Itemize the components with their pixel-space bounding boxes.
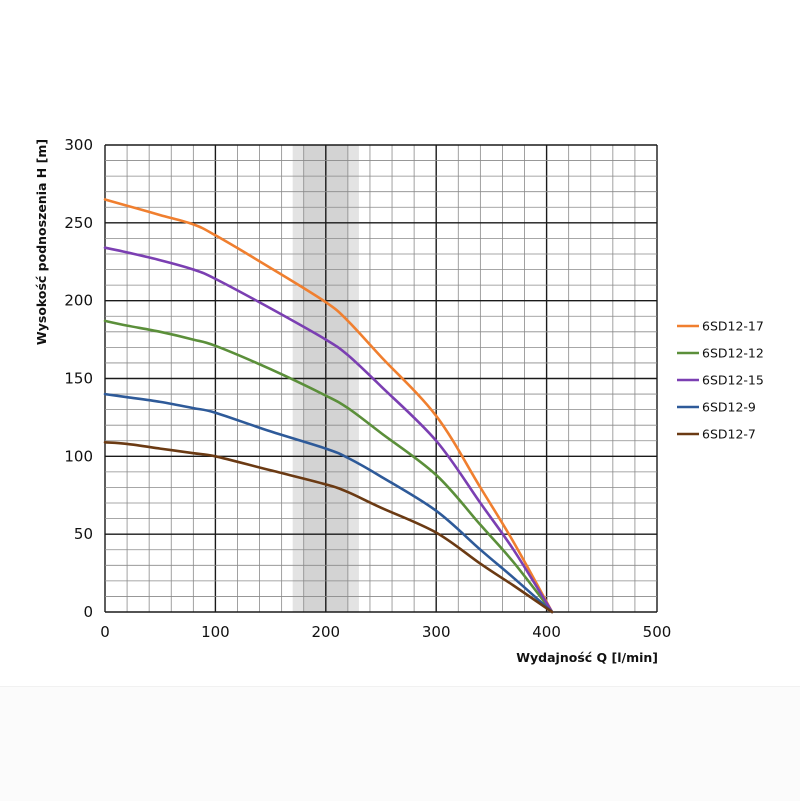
x-tick-label: 500: [643, 623, 672, 641]
y-tick-label: 200: [64, 292, 93, 310]
y-axis-label: Wysokość podnoszenia H [m]: [34, 139, 49, 345]
y-tick-label: 300: [64, 136, 93, 154]
x-tick-label: 100: [201, 623, 230, 641]
series-line-6sd12-7: [103, 441, 554, 614]
x-tick-label: 0: [100, 623, 110, 641]
y-tick-label: 50: [74, 525, 93, 543]
legend-label: 6SD12-9: [702, 400, 756, 415]
y-tick-label: 100: [64, 447, 93, 465]
x-tick-label: 200: [311, 623, 340, 641]
y-tick-label: 0: [83, 603, 93, 621]
series-line-6sd12-17: [103, 198, 554, 614]
legend-label: 6SD12-17: [702, 319, 764, 334]
legend: 6SD12-17 6SD12-12 6SD12-15 6SD12-9 6SD12-7: [677, 319, 764, 442]
series-line-6sd12-15: [103, 246, 554, 614]
series-lines: [103, 198, 554, 614]
grid: [104, 144, 658, 613]
x-tick-label: 300: [422, 623, 451, 641]
legend-label: 6SD12-15: [702, 373, 764, 388]
series-line-6sd12-9: [103, 392, 554, 614]
legend-label: 6SD12-7: [702, 427, 756, 442]
tick-labels: 0 100 200 300 400 500 0 50 100 150 200 250 300: [64, 136, 671, 641]
x-tick-label: 400: [532, 623, 561, 641]
legend-label: 6SD12-12: [702, 346, 764, 361]
x-axis-label: Wydajność Q [l/min]: [516, 650, 658, 665]
series-line-6sd12-12: [103, 319, 554, 614]
footer-band: [0, 686, 800, 801]
y-tick-label: 150: [64, 370, 93, 388]
y-tick-label: 250: [64, 214, 93, 232]
